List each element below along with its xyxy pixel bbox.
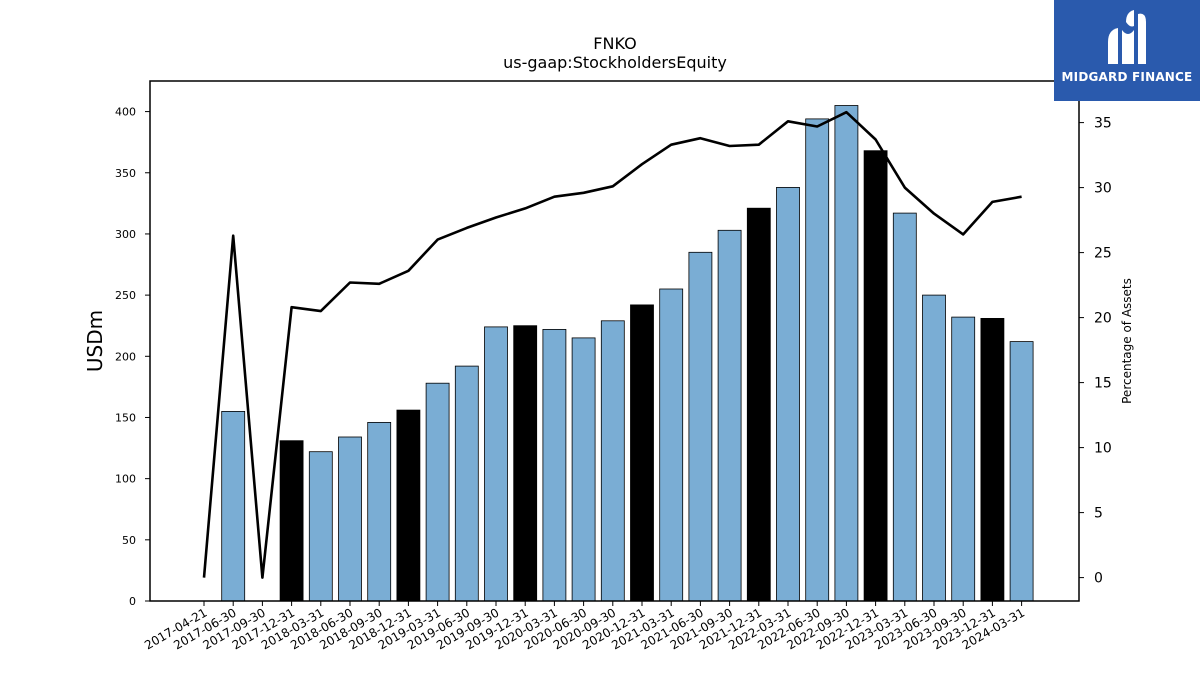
y2-tick-label: 20 bbox=[1094, 311, 1112, 327]
bar bbox=[600, 320, 625, 602]
y2-tick-label: 5 bbox=[1094, 506, 1103, 522]
bar bbox=[571, 337, 596, 602]
y2-tick-label: 35 bbox=[1094, 116, 1112, 132]
bar bbox=[513, 325, 538, 602]
bar bbox=[688, 251, 713, 602]
y-tick-label: 50 bbox=[122, 534, 136, 547]
bar bbox=[1009, 341, 1034, 602]
y2-tick-label: 10 bbox=[1094, 441, 1112, 457]
bar bbox=[892, 212, 917, 602]
bar bbox=[951, 316, 976, 602]
y-tick-label: 400 bbox=[115, 106, 136, 119]
y-tick-label: 0 bbox=[129, 595, 136, 608]
bar bbox=[221, 410, 246, 602]
bar bbox=[484, 326, 508, 602]
bar bbox=[338, 436, 362, 602]
y-tick-label: 250 bbox=[115, 289, 136, 302]
y2-tick-label: 25 bbox=[1094, 246, 1112, 262]
bar bbox=[279, 440, 304, 602]
logo-text: MIDGARD FINANCE bbox=[1061, 70, 1193, 84]
y-tick-label: 350 bbox=[115, 167, 136, 180]
y2-tick-label: 15 bbox=[1094, 376, 1112, 392]
chart-subtitle: us-gaap:StockholdersEquity bbox=[503, 53, 727, 72]
plot-frame bbox=[149, 80, 1080, 602]
chart-title: FNKO bbox=[593, 34, 636, 53]
y2-axis-label: Percentage of Assets bbox=[1120, 278, 1134, 404]
bar bbox=[454, 365, 479, 602]
line-series bbox=[202, 110, 1022, 579]
midgard-finance-logo: MIDGARD FINANCE bbox=[1054, 0, 1200, 101]
bar bbox=[308, 451, 333, 602]
bar bbox=[717, 229, 742, 602]
y-axis-right: 0 5 10 15 20 25 30 35 bbox=[1079, 116, 1112, 587]
bar bbox=[630, 304, 654, 602]
y2-tick-label: 30 bbox=[1094, 181, 1112, 197]
x-axis: 2017-04-212017-06-302017-09-302017-12-31… bbox=[142, 601, 1027, 652]
line-group bbox=[202, 110, 1022, 579]
bar bbox=[542, 328, 567, 602]
bar bbox=[805, 118, 830, 602]
midgard-logo-icon bbox=[1108, 10, 1146, 65]
bar bbox=[367, 421, 392, 602]
bar bbox=[980, 317, 1005, 602]
y-axis-left: 0 50 100 150 200 250 300 350 400 bbox=[115, 106, 150, 608]
bar bbox=[863, 150, 888, 602]
bar bbox=[922, 294, 946, 602]
y-tick-label: 200 bbox=[115, 350, 136, 363]
bar bbox=[425, 382, 450, 602]
bar bbox=[834, 105, 859, 602]
y-tick-label: 300 bbox=[115, 228, 136, 241]
y-tick-label: 100 bbox=[115, 473, 136, 486]
bar bbox=[776, 186, 800, 602]
y2-tick-label: 0 bbox=[1094, 571, 1103, 587]
y-axis-label: USDm bbox=[83, 310, 107, 372]
bar bbox=[396, 409, 421, 602]
bar bbox=[659, 288, 684, 602]
bar bbox=[746, 207, 771, 602]
bars-group bbox=[221, 105, 1034, 602]
y-tick-label: 150 bbox=[115, 411, 136, 424]
